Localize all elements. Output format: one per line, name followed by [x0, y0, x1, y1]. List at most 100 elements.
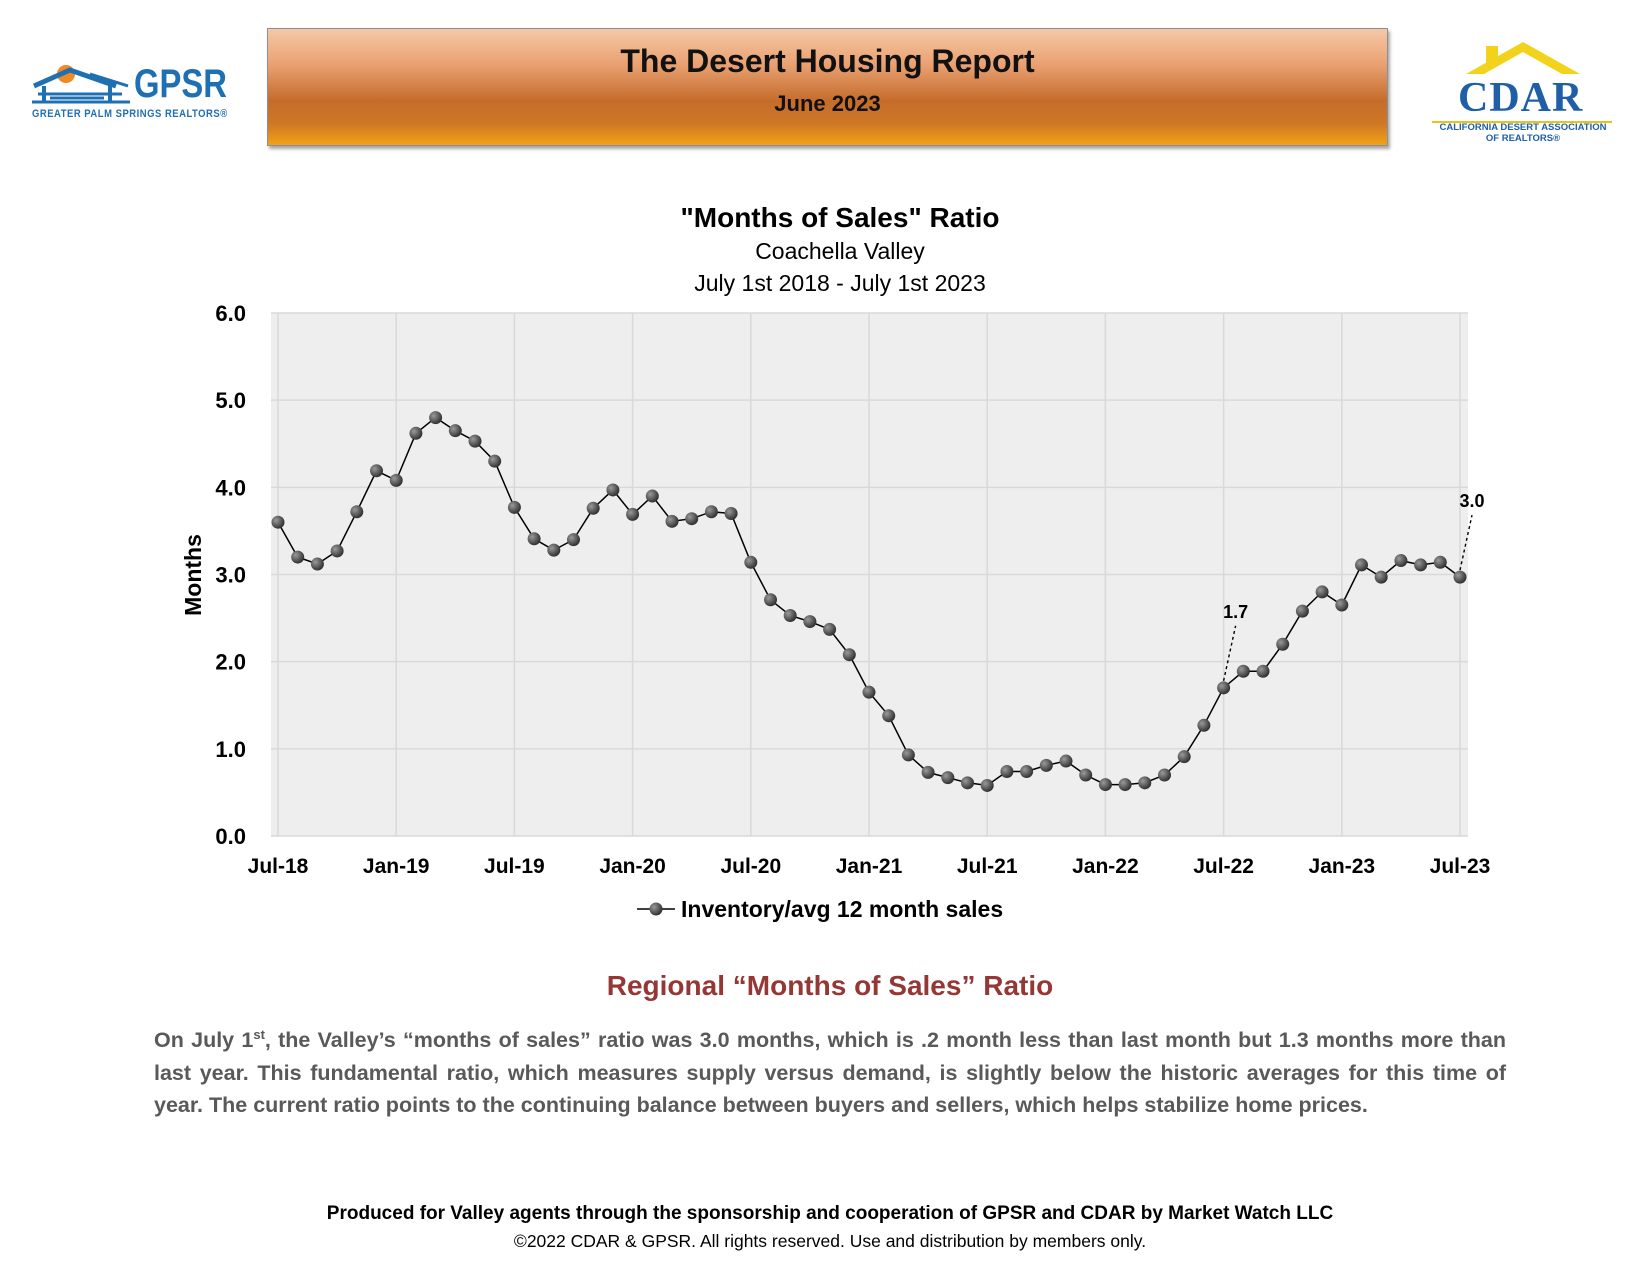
- data-point: [1079, 768, 1093, 782]
- x-tick-label: Jul-18: [248, 855, 309, 878]
- legend-label: Inventory/avg 12 month sales: [681, 896, 1003, 922]
- data-point: [665, 514, 679, 528]
- data-point: [448, 424, 462, 438]
- y-tick-label: 1.0: [215, 737, 246, 762]
- x-tick-label: Jan-21: [836, 855, 903, 878]
- data-point: [606, 483, 620, 497]
- x-tick-label: Jul-20: [720, 855, 781, 878]
- data-point: [1158, 768, 1171, 782]
- data-point: [488, 454, 502, 468]
- data-point: [882, 709, 896, 723]
- cdar-underline: [1432, 121, 1612, 123]
- chart-title: "Months of Sales" Ratio: [680, 202, 1000, 233]
- data-point: [547, 543, 561, 557]
- data-point: [350, 505, 364, 519]
- y-tick-label: 2.0: [215, 650, 246, 675]
- data-point: [429, 411, 443, 425]
- data-point: [704, 505, 718, 519]
- gpsr-logo: GPSR GREATER PALM SPRINGS REALTORS®: [30, 58, 235, 128]
- data-point: [901, 748, 915, 762]
- data-point: [1276, 637, 1290, 651]
- data-point: [980, 778, 994, 792]
- data-point: [1020, 764, 1034, 778]
- data-point: [1039, 758, 1053, 772]
- cdar-logo: CDAR CALIFORNIA DESERT ASSOCIATION OF RE…: [1428, 40, 1618, 145]
- data-point: [1335, 598, 1349, 612]
- commentary-body: , the Valley’s “months of sales” ratio w…: [154, 1028, 1506, 1118]
- data-point: [291, 550, 305, 564]
- legend-marker: [649, 902, 663, 916]
- data-point: [1453, 570, 1467, 584]
- data-point: [1177, 750, 1191, 764]
- x-tick-label: Jan-20: [599, 855, 666, 878]
- data-point: [941, 771, 955, 785]
- data-point: [1118, 778, 1132, 792]
- data-point: [842, 648, 856, 662]
- section-title: Regional “Months of Sales” Ratio: [606, 970, 1054, 1001]
- y-tick-label: 5.0: [215, 388, 246, 413]
- x-tick-label: Jul-21: [957, 855, 1018, 878]
- data-point: [586, 501, 600, 515]
- data-point: [389, 473, 403, 487]
- data-point: [567, 533, 580, 547]
- data-point: [764, 593, 777, 607]
- data-point: [527, 532, 541, 546]
- data-point: [1315, 585, 1329, 599]
- data-point: [330, 544, 344, 558]
- x-tick-label: Jan-23: [1309, 855, 1376, 878]
- gpsr-wordmark: GPSR: [134, 62, 227, 106]
- data-point: [862, 685, 876, 699]
- data-point: [803, 615, 817, 629]
- chart-date-range: July 1st 2018 - July 1st 2023: [694, 270, 986, 296]
- data-point: [271, 515, 285, 529]
- data-point: [468, 434, 482, 448]
- x-tick-label: Jul-19: [484, 855, 545, 878]
- data-point: [724, 506, 738, 520]
- data-point: [1138, 776, 1152, 790]
- data-point: [1236, 664, 1250, 678]
- y-tick-label: 0.0: [215, 824, 246, 849]
- data-point: [1217, 681, 1231, 695]
- data-point: [1394, 554, 1408, 568]
- data-point: [1059, 754, 1073, 768]
- commentary-superscript: st: [253, 1027, 265, 1042]
- data-point: [685, 512, 699, 526]
- data-point: [961, 776, 974, 790]
- data-point: [823, 622, 837, 636]
- data-point: [1355, 558, 1368, 572]
- data-point: [370, 464, 383, 478]
- x-tick-label: Jan-22: [1072, 855, 1139, 878]
- cdar-wordmark: CDAR: [1458, 75, 1584, 121]
- y-axis-label: Months: [180, 534, 206, 616]
- copyright-line: ©2022 CDAR & GPSR. All rights reserved. …: [513, 1231, 1147, 1251]
- commentary-prefix: On July 1: [154, 1028, 254, 1053]
- x-tick-label: Jul-23: [1430, 855, 1491, 878]
- data-point: [783, 608, 797, 622]
- data-point: [921, 765, 935, 779]
- data-point: [645, 489, 659, 503]
- y-tick-label: 6.0: [215, 301, 246, 326]
- chart-subtitle: Coachella Valley: [755, 238, 925, 264]
- commentary-paragraph: On July 1st, the Valley’s “months of sal…: [154, 1019, 1506, 1122]
- gpsr-tagline: GREATER PALM SPRINGS REALTORS®: [32, 108, 228, 120]
- data-point: [1374, 570, 1388, 584]
- report-date: June 2023: [774, 91, 881, 116]
- data-label: 1.7: [1223, 602, 1248, 622]
- data-point: [409, 426, 423, 440]
- data-point: [507, 500, 521, 514]
- x-tick-label: Jul-22: [1193, 855, 1254, 878]
- data-point: [626, 507, 640, 521]
- data-point: [1433, 555, 1447, 569]
- data-point: [1197, 718, 1211, 732]
- gpsr-house-icon: [32, 65, 130, 104]
- sponsorship-line: Produced for Valley agents through the s…: [326, 1203, 1334, 1224]
- data-point: [1000, 764, 1014, 778]
- data-label: 3.0: [1459, 491, 1484, 511]
- report-banner: The Desert Housing Report June 2023: [267, 28, 1388, 146]
- data-point: [1098, 778, 1112, 792]
- data-point: [744, 555, 758, 569]
- data-point: [310, 557, 324, 571]
- cdar-tagline-1: CALIFORNIA DESERT ASSOCIATION: [1439, 122, 1607, 133]
- y-tick-label: 3.0: [215, 563, 246, 588]
